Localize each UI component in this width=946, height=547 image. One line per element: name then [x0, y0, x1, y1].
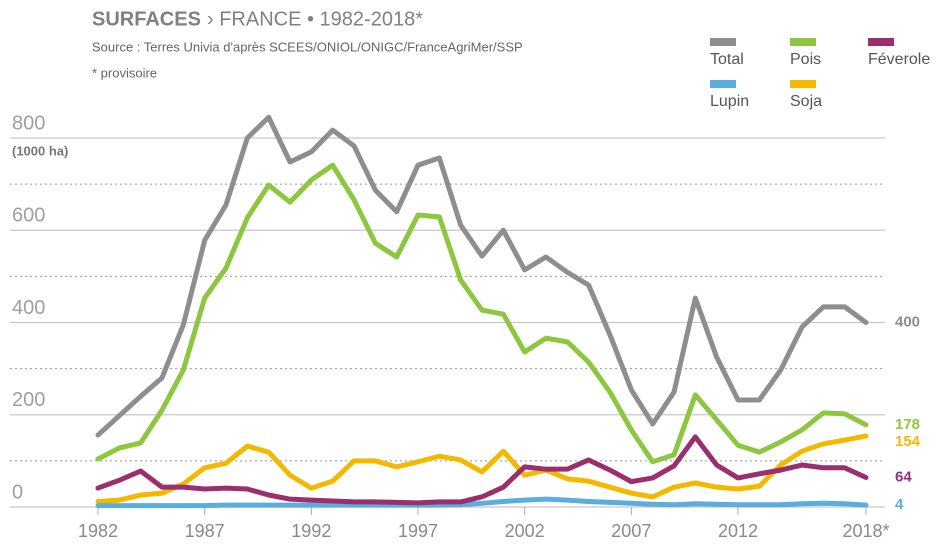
legend-label: Soja: [790, 93, 822, 110]
legend-label: Féverole: [868, 51, 930, 68]
note: * provisoire: [92, 65, 157, 80]
legend-swatch: [868, 38, 894, 46]
end-value-label: 4: [895, 496, 904, 513]
x-tick-label: 1987: [185, 521, 225, 541]
x-tick-label: 1982: [78, 521, 118, 541]
legend-label: Total: [710, 51, 744, 68]
legend-swatch: [710, 38, 736, 46]
x-tick-label: 1992: [291, 521, 331, 541]
end-value-label: 64: [895, 468, 912, 485]
y-tick-label: 800: [12, 112, 45, 134]
chart-title-suffix: › FRANCE • 1982-2018*: [207, 8, 423, 30]
y-tick-label: 0: [12, 481, 23, 503]
x-tick-label: 2018*: [842, 521, 889, 541]
legend-swatch: [790, 80, 816, 88]
source: Source : Terres Univia d'après SCEES/ONI…: [92, 39, 523, 54]
y-tick-label: 600: [12, 205, 45, 227]
end-value-label: 154: [895, 433, 921, 450]
series-line: [95, 114, 869, 438]
legend-swatch: [790, 38, 816, 46]
legend-label: Pois: [790, 51, 821, 68]
x-tick-label: 2002: [505, 521, 545, 541]
series-line: [95, 434, 869, 506]
series-line: [95, 433, 869, 504]
series-line: [95, 162, 869, 465]
y-tick-label: 200: [12, 389, 45, 411]
legend-swatch: [710, 80, 736, 88]
x-tick-label: 1997: [398, 521, 438, 541]
x-tick-label: 2007: [611, 521, 651, 541]
y-tick-label: 400: [12, 297, 45, 319]
x-tick-label: 2012: [718, 521, 758, 541]
y-axis-label: (1000 ha): [12, 143, 68, 158]
chart-title: SURFACES: [92, 8, 201, 30]
end-value-label: 400: [895, 313, 920, 330]
end-value-label: 178: [895, 416, 920, 433]
series-line: [95, 496, 869, 509]
legend-label: Lupin: [710, 93, 749, 110]
